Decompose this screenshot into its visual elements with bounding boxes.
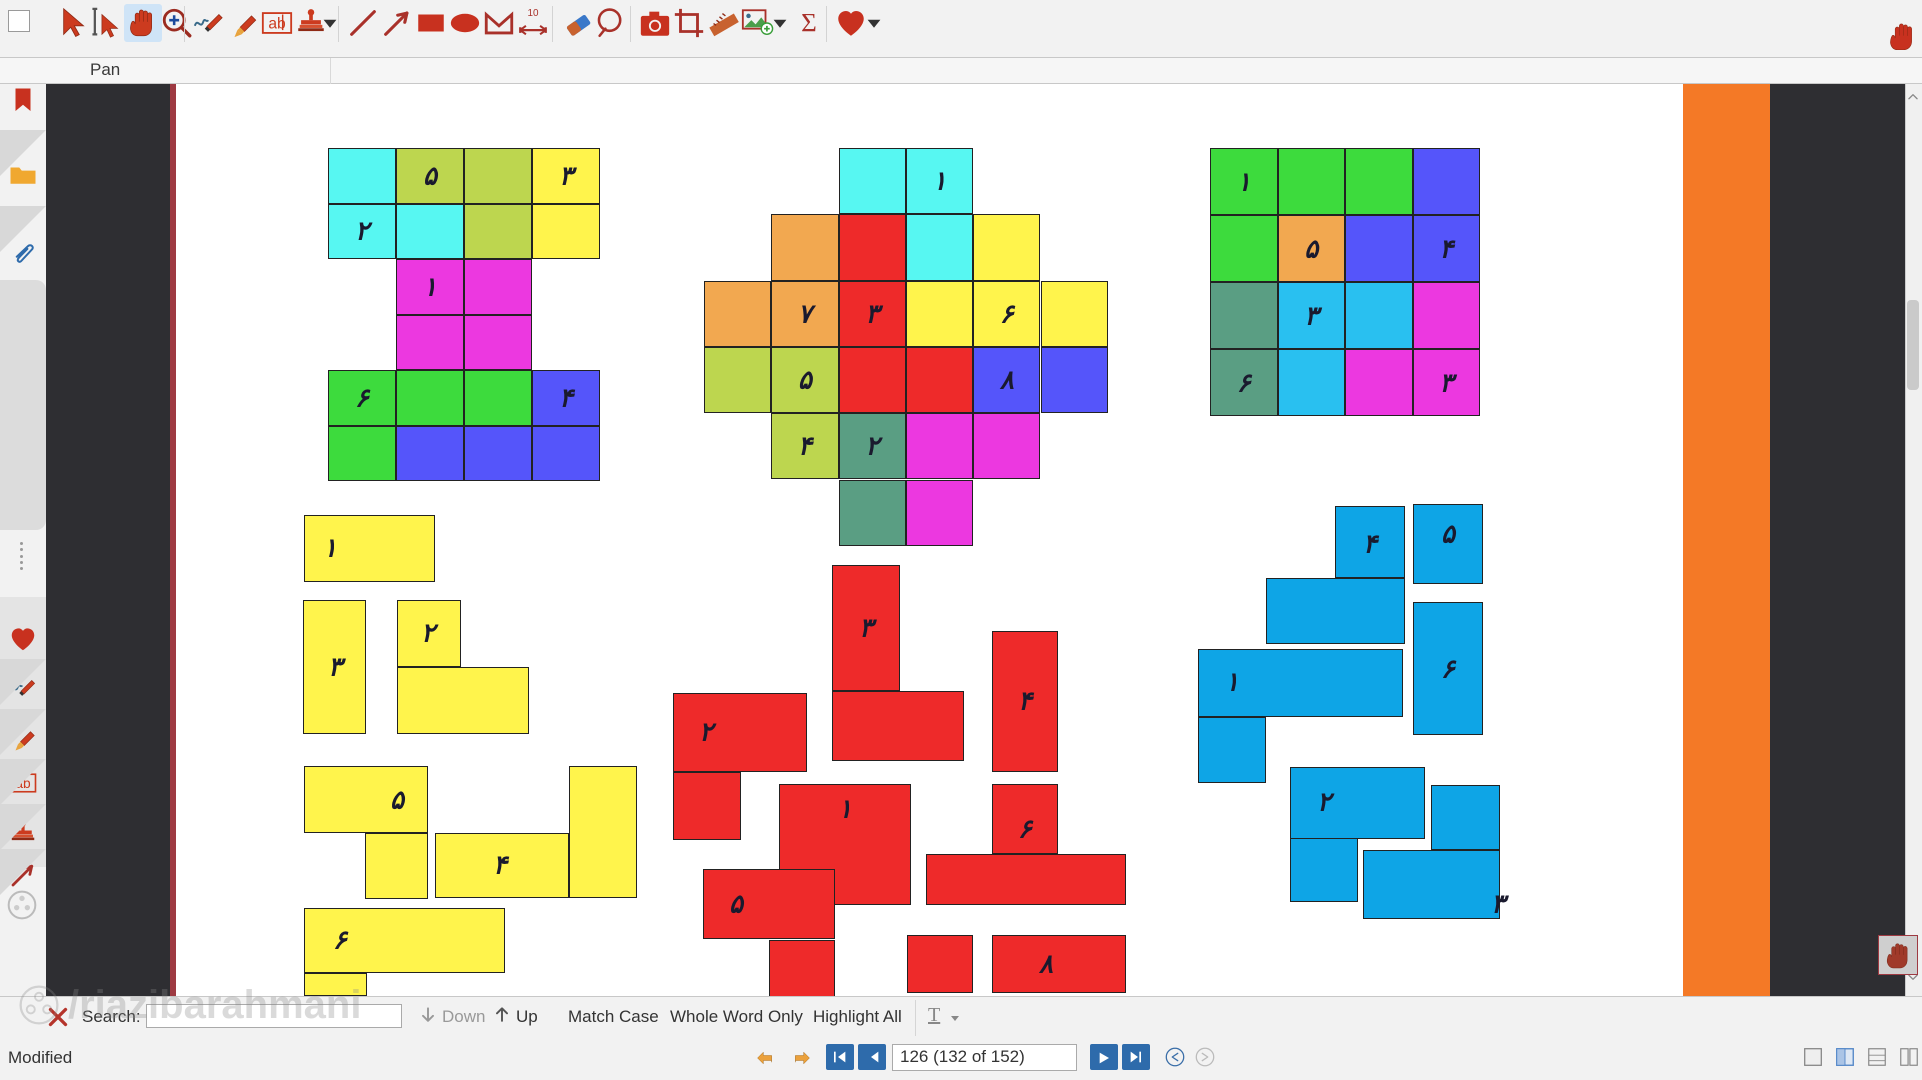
svg-text:10: 10 bbox=[527, 8, 539, 19]
svg-text:Σ: Σ bbox=[801, 8, 817, 38]
